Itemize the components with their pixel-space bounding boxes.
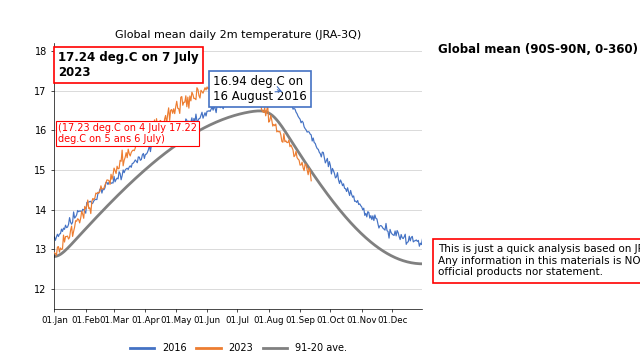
Text: (17.23 deg.C on 4 July 17.22
deg.C on 5 ans 6 July): (17.23 deg.C on 4 July 17.22 deg.C on 5 …: [58, 123, 197, 144]
Legend: 2016, 2023, 91-20 ave.: 2016, 2023, 91-20 ave.: [126, 339, 351, 357]
Text: Global mean (90S-90N, 0-360) daily temperature: Global mean (90S-90N, 0-360) daily tempe…: [438, 43, 640, 56]
Text: 16.94 deg.C on
16 August 2016: 16.94 deg.C on 16 August 2016: [212, 75, 307, 103]
Text: This is just a quick analysis based on JRA-3Q.
Any information in this materials: This is just a quick analysis based on J…: [438, 244, 640, 277]
Title: Global mean daily 2m temperature (JRA-3Q): Global mean daily 2m temperature (JRA-3Q…: [115, 29, 362, 39]
Text: 17.24 deg.C on 7 July
2023: 17.24 deg.C on 7 July 2023: [58, 51, 198, 79]
